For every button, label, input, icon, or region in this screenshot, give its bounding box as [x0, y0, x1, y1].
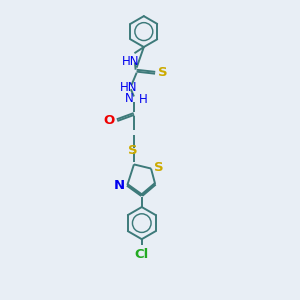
Text: H: H [139, 93, 148, 106]
Text: S: S [158, 66, 167, 79]
Text: N: N [124, 92, 133, 105]
Text: HN: HN [122, 55, 139, 68]
Text: S: S [128, 143, 138, 157]
Text: O: O [103, 114, 115, 127]
Text: N: N [114, 178, 125, 191]
Text: HN: HN [120, 81, 137, 94]
Text: Cl: Cl [135, 248, 149, 261]
Text: S: S [154, 161, 163, 174]
